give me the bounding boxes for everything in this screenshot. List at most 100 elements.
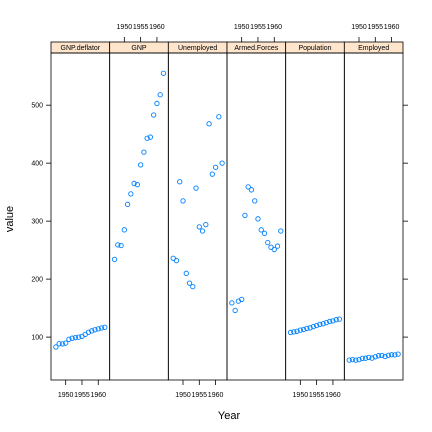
data-point bbox=[388, 352, 395, 358]
panel-strip-label: GNP bbox=[131, 45, 147, 52]
x-tick-label: 1950 bbox=[234, 24, 250, 31]
data-point bbox=[180, 198, 186, 204]
x-tick-label: 1955 bbox=[133, 24, 149, 31]
data-point bbox=[349, 356, 356, 363]
data-point bbox=[382, 353, 388, 360]
data-point bbox=[128, 191, 134, 197]
data-point bbox=[137, 162, 144, 168]
x-tick-label: 1950 bbox=[175, 392, 191, 399]
panel-frame bbox=[343, 52, 404, 381]
data-point bbox=[118, 242, 124, 249]
data-point bbox=[248, 187, 255, 193]
panel-gnp-deflator: GNP.deflator 1950 1955 1960 bbox=[50, 41, 111, 399]
data-point bbox=[160, 70, 167, 76]
data-point bbox=[229, 300, 235, 306]
data-point bbox=[76, 334, 82, 340]
data-point bbox=[239, 296, 245, 303]
panel-gnp: GNP 1950 1955 1960 bbox=[109, 24, 169, 381]
data-point bbox=[356, 356, 362, 363]
data-point bbox=[362, 355, 369, 361]
data-point bbox=[300, 326, 307, 333]
x-tick-label: 1955 bbox=[368, 24, 384, 31]
data-point bbox=[297, 327, 303, 333]
data-point bbox=[379, 352, 385, 359]
data-point bbox=[134, 181, 141, 188]
data-point bbox=[72, 335, 79, 341]
data-point bbox=[317, 321, 323, 327]
x-tick-label: 1950 bbox=[58, 392, 74, 399]
data-point bbox=[278, 228, 284, 234]
data-point bbox=[196, 224, 202, 230]
data-point bbox=[274, 243, 281, 249]
data-point bbox=[131, 180, 137, 187]
data-point bbox=[121, 227, 127, 233]
data-point bbox=[199, 228, 206, 234]
panel-unemployed: Unemployed 1950 1955 1960 bbox=[167, 41, 228, 399]
data-point bbox=[294, 328, 300, 334]
panel-strip-label: Unemployed bbox=[178, 45, 217, 52]
data-point bbox=[327, 318, 333, 325]
x-tick-label: 1950 bbox=[117, 24, 133, 31]
data-point bbox=[265, 239, 271, 246]
data-point bbox=[115, 242, 121, 248]
data-point bbox=[102, 324, 108, 330]
data-point bbox=[69, 335, 75, 341]
panel-strip-label: GNP.deflator bbox=[61, 45, 101, 52]
data-point bbox=[147, 134, 154, 140]
data-point bbox=[183, 270, 189, 276]
data-point bbox=[323, 319, 330, 326]
panel-frame bbox=[50, 52, 111, 381]
data-point bbox=[252, 198, 258, 204]
y-tick-label: 300 bbox=[31, 219, 43, 226]
panel-population: Population 1950 1955 1960 bbox=[285, 41, 345, 399]
data-point bbox=[124, 201, 131, 207]
data-point bbox=[190, 284, 196, 290]
data-point bbox=[258, 227, 264, 233]
data-point bbox=[206, 121, 212, 127]
data-point bbox=[98, 325, 105, 331]
x-tick-label: 1955 bbox=[74, 392, 90, 399]
data-point bbox=[212, 164, 219, 170]
data-point bbox=[261, 230, 268, 236]
data-point bbox=[144, 135, 150, 141]
data-point bbox=[85, 329, 92, 335]
data-point bbox=[95, 326, 101, 332]
data-point bbox=[385, 352, 391, 358]
data-point bbox=[287, 329, 294, 336]
panel-strip-label: Population bbox=[298, 45, 331, 52]
panel-strip-label: Employed bbox=[358, 45, 389, 52]
data-point bbox=[177, 179, 183, 185]
data-point bbox=[53, 344, 59, 350]
data-point bbox=[203, 221, 209, 228]
data-point bbox=[219, 160, 225, 166]
data-point bbox=[186, 280, 193, 286]
data-point bbox=[245, 184, 251, 190]
data-point bbox=[173, 257, 180, 264]
data-point bbox=[92, 327, 98, 333]
panel-employed: Employed 1950 1955 1960 bbox=[343, 24, 404, 381]
panel-frame bbox=[226, 52, 287, 381]
data-point bbox=[141, 149, 147, 155]
data-point bbox=[89, 328, 95, 334]
y-tick-label: 400 bbox=[31, 161, 43, 168]
data-point bbox=[291, 329, 297, 335]
data-point bbox=[63, 340, 69, 346]
x-tick-label: 1960 bbox=[266, 24, 282, 31]
y-tick-label: 500 bbox=[31, 103, 43, 110]
x-axis-title: Year bbox=[218, 410, 241, 422]
data-point bbox=[255, 216, 261, 222]
x-tick-label: 1960 bbox=[384, 24, 400, 31]
data-point bbox=[271, 246, 277, 253]
data-point bbox=[333, 317, 339, 323]
panel-strip-label: Armed.Forces bbox=[234, 45, 278, 52]
data-point bbox=[359, 355, 365, 362]
data-point bbox=[242, 212, 248, 218]
data-point bbox=[154, 100, 160, 107]
x-tick-label: 1960 bbox=[325, 392, 341, 399]
data-point bbox=[313, 322, 320, 329]
ticks-layer: 100 200 300 400 500 bbox=[31, 103, 408, 342]
y-tick-label: 200 bbox=[31, 277, 43, 284]
panel-frame bbox=[167, 52, 228, 381]
data-point bbox=[209, 171, 215, 177]
